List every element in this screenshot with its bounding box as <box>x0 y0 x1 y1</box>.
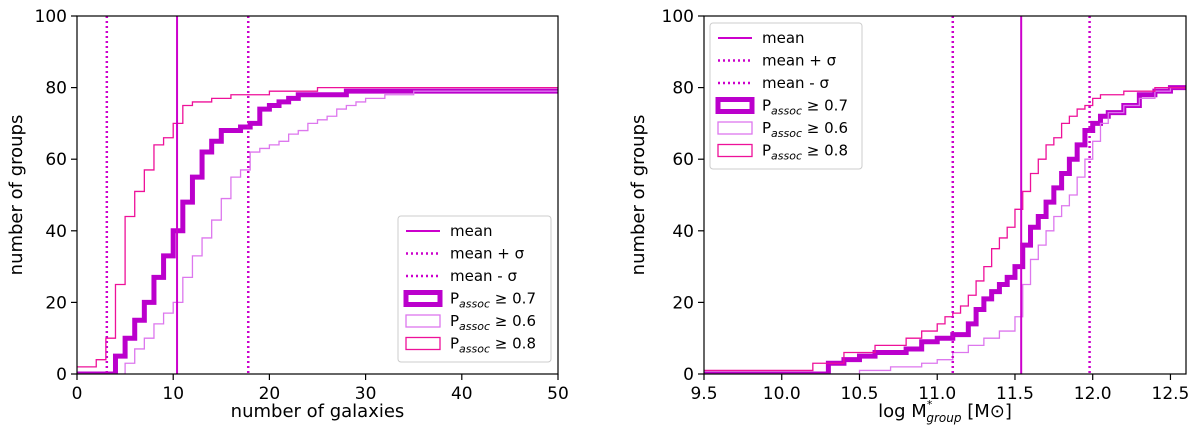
y-tick-label: 0 <box>56 365 67 385</box>
y-tick-label: 40 <box>672 222 694 242</box>
x-tick-label: 9.5 <box>690 384 717 404</box>
y-axis-label: number of groups <box>6 115 27 276</box>
y-tick-label: 60 <box>45 150 67 170</box>
x-tick-label: 40 <box>451 384 473 404</box>
series-light-line <box>704 86 1186 374</box>
x-tick-label: 30 <box>355 384 377 404</box>
series-thick-line <box>77 88 558 374</box>
x-tick-label: 12.0 <box>1074 384 1112 404</box>
x-tick-label: 0 <box>72 384 83 404</box>
legend-label: mean <box>450 222 493 240</box>
x-tick-label: 20 <box>259 384 281 404</box>
legend-handle-bright <box>405 336 441 351</box>
legend-label: Passoc ≥ 0.6 <box>762 119 848 140</box>
legend-label: mean <box>762 29 805 47</box>
plot-frame <box>703 15 1187 375</box>
y-tick-label: 80 <box>672 79 694 99</box>
legend-handle-thick <box>715 97 755 114</box>
y-tick-label: 40 <box>45 222 67 242</box>
legend-label: Passoc ≥ 0.8 <box>450 335 536 356</box>
x-tick-label: 11.5 <box>996 384 1034 404</box>
legend-handle-light <box>405 314 441 328</box>
x-tick-label: 11.0 <box>918 384 956 404</box>
left-chart: 0 10 20 30 40 50 0 20 40 60 80 100 number of galaxie… <box>6 7 569 422</box>
series-bright-line <box>704 86 1186 372</box>
plot-frame <box>76 15 559 375</box>
y-tick-label: 60 <box>672 150 694 170</box>
legend-label: Passoc ≥ 0.6 <box>450 312 536 333</box>
plot-area <box>704 16 1186 374</box>
y-tick-label: 0 <box>683 365 694 385</box>
y-tick-label: 80 <box>45 79 67 99</box>
x-tick-label: 10 <box>162 384 184 404</box>
series-bright-line <box>77 86 558 368</box>
legend-label: mean - σ <box>762 74 829 92</box>
y-tick-label: 100 <box>35 7 67 27</box>
x-tick-label: 50 <box>547 384 569 404</box>
y-tick-label: 20 <box>45 293 67 313</box>
series-light-line <box>77 90 558 374</box>
legend-handle-thick <box>403 290 443 307</box>
legend-label: Passoc ≥ 0.8 <box>762 142 848 163</box>
plot-area <box>77 16 558 374</box>
y-tick-label: 20 <box>672 293 694 313</box>
y-axis-label: number of groups <box>628 115 649 276</box>
legend-label: mean - σ <box>450 267 517 285</box>
x-axis-label: number of galaxies <box>231 401 405 422</box>
legend-label: Passoc ≥ 0.7 <box>762 97 848 118</box>
x-axis-label: log M* group [M⊙] <box>878 398 1012 425</box>
legend-handle-light <box>717 121 753 135</box>
x-tick-label: 10.5 <box>841 384 879 404</box>
legend-label: mean + σ <box>450 245 525 263</box>
y-tick-label: 100 <box>662 7 694 27</box>
right-chart: 9.5 10.0 10.5 11.0 11.5 12.0 12.5 0 20 40 60 80 100 l… <box>628 7 1190 425</box>
series-thick-line <box>704 85 1186 374</box>
x-tick-label: 10.0 <box>763 384 801 404</box>
legend-label: mean + σ <box>762 52 837 70</box>
legend-label: Passoc ≥ 0.7 <box>450 290 536 311</box>
legend-handle-bright <box>717 143 753 158</box>
x-tick-label: 12.5 <box>1152 384 1190 404</box>
